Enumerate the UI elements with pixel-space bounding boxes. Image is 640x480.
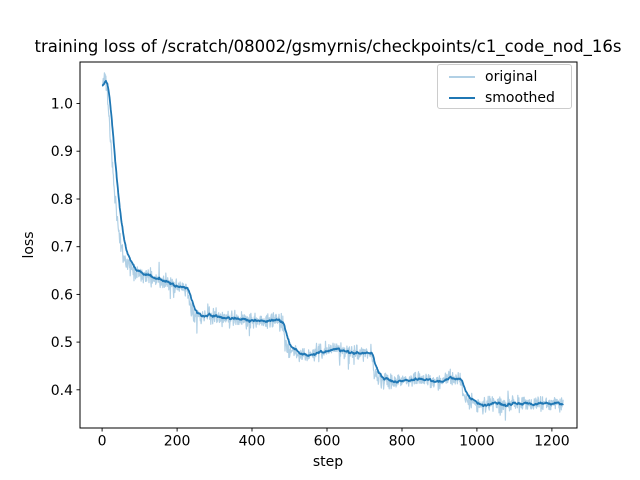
- legend-label-smoothed: smoothed: [485, 89, 555, 106]
- x-tick-label: 1000: [459, 434, 495, 450]
- x-tick-label: 600: [314, 434, 341, 450]
- x-tick-label: 0: [98, 434, 107, 450]
- legend-entry-smoothed: smoothed: [449, 87, 571, 108]
- x-axis-label: step: [312, 454, 344, 470]
- y-tick-label: 0.5: [51, 335, 73, 351]
- original-series-line: [101, 72, 564, 421]
- y-axis-label: loss: [21, 231, 37, 259]
- y-tick-label: 0.4: [51, 383, 73, 399]
- smoothed-series-line: [101, 79, 564, 408]
- y-tick-label: 0.6: [51, 287, 73, 303]
- smoothed-line-swatch: [449, 96, 475, 99]
- x-tick-label: 800: [389, 434, 416, 450]
- legend: original smoothed: [437, 64, 572, 109]
- x-tick-label: 400: [239, 434, 266, 450]
- x-tick-label: 200: [164, 434, 191, 450]
- legend-label-original: original: [485, 68, 538, 85]
- original-line-swatch: [449, 75, 475, 78]
- chart-title: training loss of /scratch/08002/gsmyrnis…: [34, 37, 622, 56]
- y-tick-label: 1.0: [51, 97, 73, 113]
- y-tick-label: 0.9: [51, 144, 73, 160]
- axes-spines: [79, 61, 578, 429]
- legend-entry-original: original: [449, 66, 571, 87]
- y-tick-label: 0.7: [51, 240, 73, 256]
- x-tick-label: 1200: [534, 434, 570, 450]
- y-tick-label: 0.8: [51, 192, 73, 208]
